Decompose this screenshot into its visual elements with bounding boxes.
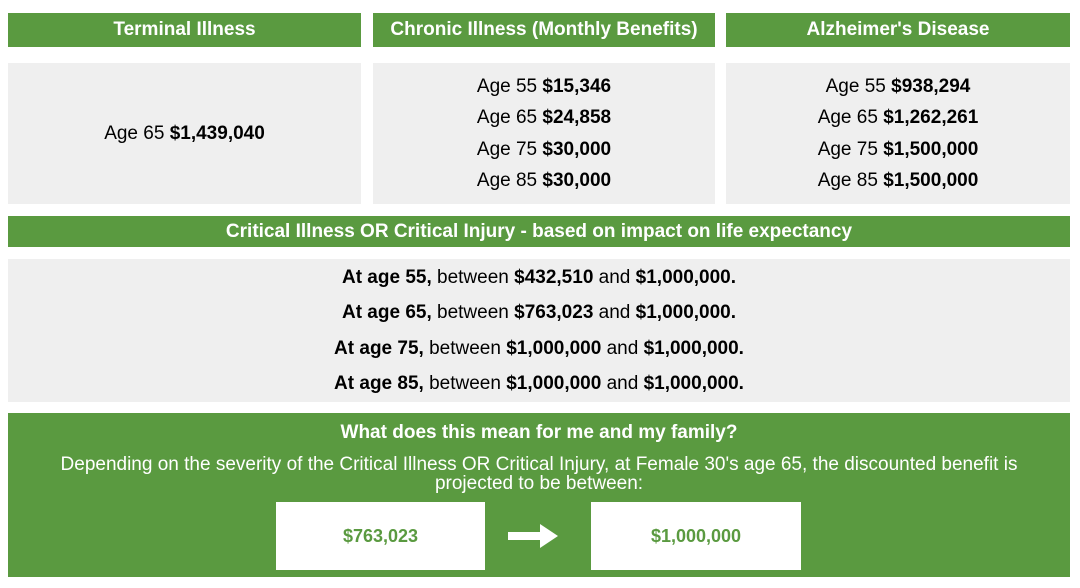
age-label: At age 75, bbox=[334, 337, 424, 359]
low-value-box: $763,023 bbox=[276, 502, 485, 570]
age-label: Age 65 bbox=[476, 107, 538, 128]
age-label: At age 65, bbox=[341, 302, 432, 323]
high-amount: $1,000,000. bbox=[643, 373, 744, 394]
benefit-amount: $1,439,040 bbox=[169, 122, 265, 144]
summary-description: Depending on the severity of the Critica… bbox=[60, 454, 1018, 494]
alzheimers-row: Age 65 $1,262,261 bbox=[818, 102, 979, 134]
low-value: $763,023 bbox=[342, 525, 419, 546]
high-value-box: $1,000,000 bbox=[591, 502, 801, 570]
age-label: Age 85 bbox=[817, 170, 878, 191]
chronic-illness-header: Chronic Illness (Monthly Benefits) bbox=[373, 13, 715, 47]
age-label: Age 55 bbox=[476, 75, 538, 97]
age-label: At age 55, bbox=[341, 266, 432, 288]
between-text: between bbox=[429, 373, 501, 394]
high-value: $1,000,000 bbox=[650, 525, 742, 546]
high-amount: $1,000,000. bbox=[635, 266, 737, 288]
chronic-illness-box: Age 55 $15,346 Age 65 $24,858 Age 75 $30… bbox=[373, 63, 715, 204]
alzheimers-header: Alzheimer's Disease bbox=[726, 13, 1070, 47]
chronic-row: Age 65 $24,858 bbox=[477, 102, 611, 134]
benefit-amount: $30,000 bbox=[542, 138, 612, 160]
alzheimers-row: Age 55 $938,294 bbox=[826, 71, 971, 103]
low-amount: $763,023 bbox=[514, 302, 594, 323]
and-text: and bbox=[598, 302, 631, 323]
critical-row: At age 75, between $1,000,000 and $1,000… bbox=[334, 331, 744, 367]
benefit-amount: $1,500,000 bbox=[883, 138, 979, 160]
age-label: At age 85, bbox=[334, 373, 424, 394]
age-label: Age 75 bbox=[817, 138, 878, 160]
and-text: and bbox=[606, 337, 639, 359]
between-text: between bbox=[437, 302, 509, 323]
chronic-row: Age 55 $15,346 bbox=[477, 71, 611, 103]
age-label: Age 65 bbox=[817, 107, 878, 128]
low-amount: $1,000,000 bbox=[506, 337, 602, 359]
benefit-amount: $15,346 bbox=[542, 75, 612, 97]
benefit-amount: $1,262,261 bbox=[883, 107, 979, 128]
high-amount: $1,000,000. bbox=[643, 337, 744, 359]
low-amount: $1,000,000 bbox=[506, 373, 602, 394]
low-amount: $432,510 bbox=[514, 266, 594, 288]
between-text: between bbox=[429, 337, 501, 359]
alzheimers-row: Age 75 $1,500,000 bbox=[818, 134, 979, 166]
terminal-row: Age 65 $1,439,040 bbox=[104, 118, 265, 150]
between-text: between bbox=[437, 266, 509, 288]
benefit-amount: $1,500,000 bbox=[883, 170, 979, 191]
benefit-amount: $938,294 bbox=[891, 75, 971, 97]
critical-illness-header: Critical Illness OR Critical Injury - ba… bbox=[8, 216, 1070, 247]
and-text: and bbox=[606, 373, 639, 394]
critical-row: At age 85, between $1,000,000 and $1,000… bbox=[334, 366, 744, 402]
benefit-amount: $30,000 bbox=[542, 170, 612, 191]
benefit-amount: $24,858 bbox=[542, 107, 612, 128]
right-arrow-icon bbox=[508, 523, 560, 549]
summary-panel: What does this mean for me and my family… bbox=[8, 413, 1070, 577]
critical-row: At age 55, between $432,510 and $1,000,0… bbox=[342, 260, 736, 296]
chronic-row: Age 75 $30,000 bbox=[477, 134, 611, 166]
alzheimers-box: Age 55 $938,294 Age 65 $1,262,261 Age 75… bbox=[726, 63, 1070, 204]
chronic-row: Age 85 $30,000 bbox=[477, 165, 611, 197]
age-label: Age 85 bbox=[476, 170, 538, 191]
critical-illness-box: At age 55, between $432,510 and $1,000,0… bbox=[8, 259, 1070, 402]
age-label: Age 65 bbox=[104, 122, 165, 144]
critical-row: At age 65, between $763,023 and $1,000,0… bbox=[342, 295, 736, 331]
summary-question: What does this mean for me and my family… bbox=[340, 422, 738, 443]
age-label: Age 55 bbox=[825, 75, 886, 97]
high-amount: $1,000,000. bbox=[635, 302, 737, 323]
alzheimers-row: Age 85 $1,500,000 bbox=[818, 165, 979, 197]
terminal-illness-header: Terminal Illness bbox=[8, 13, 361, 47]
age-label: Age 75 bbox=[476, 138, 538, 160]
and-text: and bbox=[598, 266, 631, 288]
terminal-illness-box: Age 65 $1,439,040 bbox=[8, 63, 361, 204]
